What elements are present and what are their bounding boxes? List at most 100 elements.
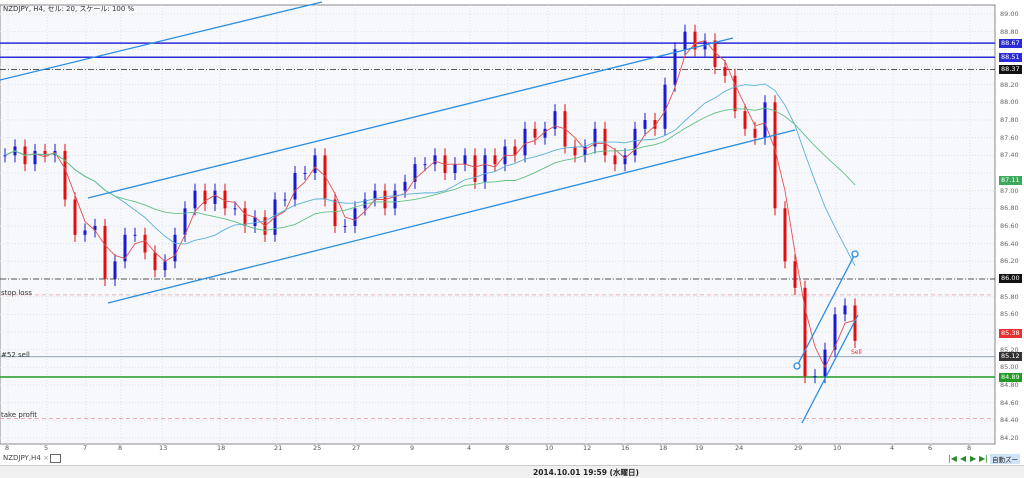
price-tick-label: 87.60 <box>1000 133 1019 142</box>
window-icon[interactable] <box>50 454 61 463</box>
autozoom-button[interactable]: 自動ズー <box>990 454 1020 464</box>
candle <box>153 252 157 271</box>
candle <box>683 31 687 50</box>
price-tick-label: 85.80 <box>1000 292 1019 301</box>
plot-area <box>0 4 996 445</box>
time-tick-label: 10 <box>545 444 554 452</box>
time-tick-label: 29 <box>794 444 803 452</box>
candle <box>103 225 107 279</box>
price-level-badge: 85.38 <box>999 329 1022 339</box>
candle <box>723 66 727 76</box>
scroll-last-button[interactable]: ▶| <box>979 454 988 463</box>
candle <box>553 111 557 129</box>
candle <box>673 49 677 85</box>
candle <box>833 314 837 350</box>
time-tick-label: 5 <box>44 444 49 452</box>
candle <box>493 155 497 165</box>
price-tick-label: 88.00 <box>1000 98 1019 107</box>
time-tick-label: 8 <box>505 444 510 452</box>
candle <box>663 84 667 129</box>
candle <box>253 217 257 226</box>
candle <box>353 208 357 226</box>
candle <box>83 230 87 235</box>
price-tick-label: 85.00 <box>1000 363 1019 372</box>
candle <box>333 199 337 226</box>
anchor-handle[interactable] <box>793 362 801 370</box>
price-tick-label: 89.00 <box>1000 10 1019 18</box>
time-tick-label: 18 <box>217 444 226 452</box>
stop-loss-label: stop loss <box>1 289 32 297</box>
price-tick-label: 87.40 <box>1000 151 1019 160</box>
chart-tab-bar: NZDJPY,H4 × <box>0 452 1024 465</box>
candle <box>433 155 437 165</box>
channel-lower-line[interactable] <box>107 129 796 304</box>
time-tick-label: 9 <box>410 444 415 452</box>
candle <box>593 128 597 147</box>
price-tick-label: 87.80 <box>1000 115 1019 124</box>
time-tick-label: 27 <box>352 444 361 452</box>
time-tick-label: 8 <box>118 444 123 452</box>
candle <box>803 287 807 377</box>
candle <box>633 128 637 156</box>
candle <box>753 128 757 138</box>
take-profit-label: take profit <box>1 411 37 419</box>
time-tick-label: 25 <box>313 444 322 452</box>
price-tick-label: 86.60 <box>1000 221 1019 230</box>
candle <box>193 190 197 209</box>
candle <box>313 155 317 173</box>
candle <box>653 119 657 129</box>
time-tick-label: 4 <box>890 444 895 452</box>
candle <box>713 40 717 67</box>
candle <box>693 31 697 50</box>
candle <box>613 155 617 165</box>
channel-upper-line[interactable] <box>87 37 734 199</box>
candle <box>3 155 7 157</box>
tab-close-icon[interactable]: × <box>43 454 49 462</box>
price-tick-label: 84.40 <box>1000 416 1019 425</box>
price-tick-label: 86.20 <box>1000 257 1019 266</box>
candle <box>243 208 247 226</box>
candle <box>733 75 737 112</box>
scroll-next-button[interactable]: ▶ <box>970 454 977 463</box>
price-level-badge: 84.89 <box>999 372 1022 382</box>
candle <box>293 172 297 200</box>
time-tick-label: 19 <box>695 444 704 452</box>
time-tick-label: 8 <box>5 444 10 452</box>
price-level-badge: 88.67 <box>999 38 1022 48</box>
price-tick-label: 88.20 <box>1000 80 1019 89</box>
price-tick-label: 84.80 <box>1000 380 1019 389</box>
anchor-handle[interactable] <box>851 250 859 258</box>
candle <box>43 150 47 156</box>
chart-tab[interactable]: NZDJPY,H4 × <box>3 454 49 462</box>
trendline[interactable] <box>0 1 323 81</box>
small-channel-lower[interactable] <box>801 314 859 424</box>
moving-average-line <box>4 107 856 231</box>
candle <box>813 376 817 378</box>
time-tick-label: 16 <box>621 444 630 452</box>
candle <box>163 261 167 271</box>
candle <box>283 199 287 201</box>
scroll-first-button[interactable]: |◀ <box>948 454 957 463</box>
candle <box>623 155 627 165</box>
price-chart[interactable] <box>0 0 1024 452</box>
candle <box>393 190 397 209</box>
candle <box>743 111 747 129</box>
price-level-badge: 87.11 <box>999 176 1022 186</box>
candle <box>573 146 577 156</box>
price-tick-label: 88.80 <box>1000 27 1019 36</box>
candle <box>823 349 827 377</box>
price-tick-label: 86.40 <box>1000 239 1019 248</box>
candle <box>343 225 347 227</box>
scroll-prev-button[interactable]: ◀ <box>960 454 967 463</box>
time-tick-label: 13 <box>159 444 168 452</box>
time-tick-label: 21 <box>274 444 283 452</box>
price-tick-label: 85.60 <box>1000 310 1019 319</box>
trendlines[interactable] <box>0 1 859 424</box>
candle <box>643 119 647 129</box>
small-channel-upper[interactable] <box>796 253 856 367</box>
tab-label: NZDJPY,H4 <box>3 454 41 462</box>
candle <box>473 155 477 182</box>
time-tick-label: 18 <box>659 444 668 452</box>
candle <box>133 234 137 236</box>
candle <box>223 190 227 209</box>
